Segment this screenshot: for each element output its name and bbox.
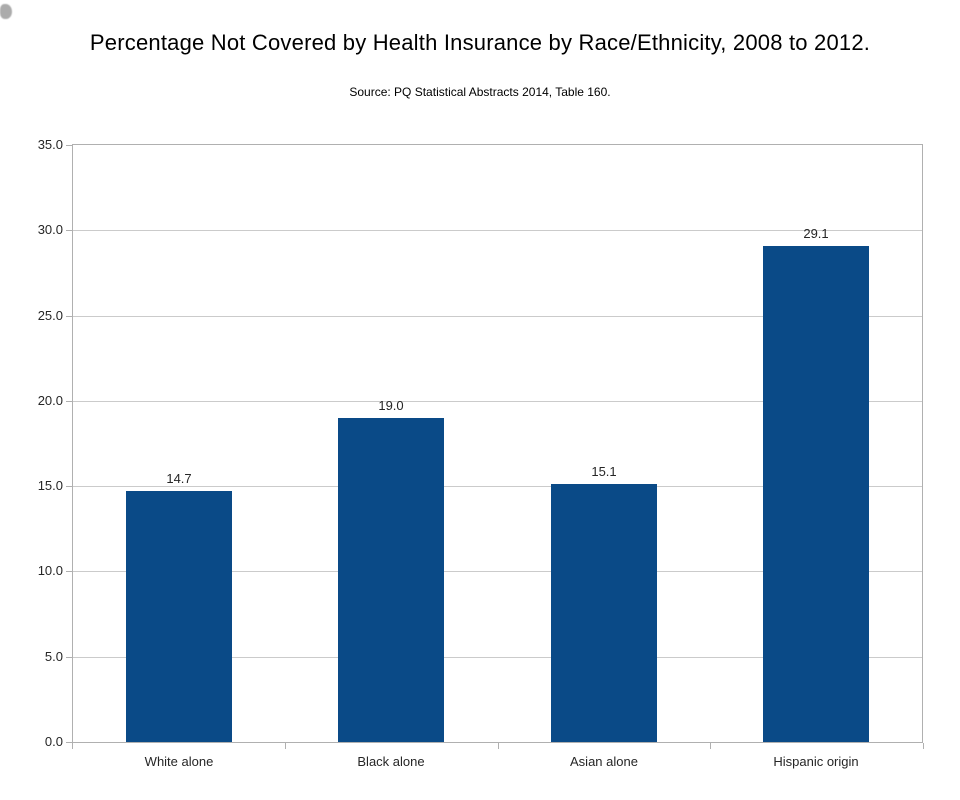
smudge-artifact xyxy=(0,4,12,19)
bar-value-label: 15.1 xyxy=(591,464,617,479)
x-axis-tick xyxy=(923,743,924,749)
y-axis-tick xyxy=(66,145,72,146)
y-axis-tick-label: 35.0 xyxy=(37,137,63,152)
y-axis-tick-label: 15.0 xyxy=(37,478,63,493)
y-axis-tick xyxy=(66,401,72,402)
y-axis-tick-label: 5.0 xyxy=(44,649,63,664)
bar-value-label: 19.0 xyxy=(378,398,404,413)
x-axis-tick xyxy=(710,743,711,749)
y-axis-tick-label: 30.0 xyxy=(37,222,63,237)
y-axis-tick xyxy=(66,742,72,743)
y-axis-tick xyxy=(66,657,72,658)
y-axis-tick xyxy=(66,486,72,487)
y-axis-tick-label: 25.0 xyxy=(37,308,63,323)
y-axis-tick xyxy=(66,571,72,572)
x-axis-tick xyxy=(498,743,499,749)
gridline xyxy=(73,571,922,572)
x-axis-label: Black alone xyxy=(357,754,425,769)
chart-title: Percentage Not Covered by Health Insuran… xyxy=(89,30,871,55)
x-axis-label: Hispanic origin xyxy=(773,754,859,769)
bar-white-alone xyxy=(126,491,232,742)
x-axis-label: White alone xyxy=(144,754,214,769)
gridline xyxy=(73,486,922,487)
bar-hispanic-origin xyxy=(763,246,869,742)
bar-value-label: 29.1 xyxy=(803,226,829,241)
bar-asian-alone xyxy=(551,484,657,742)
x-axis-tick xyxy=(72,743,73,749)
gridline xyxy=(73,230,922,231)
gridline xyxy=(73,316,922,317)
y-axis-tick xyxy=(66,230,72,231)
gridline xyxy=(73,401,922,402)
x-axis-label: Asian alone xyxy=(570,754,638,769)
y-axis-tick xyxy=(66,316,72,317)
bar-value-label: 14.7 xyxy=(166,471,192,486)
gridline xyxy=(73,657,922,658)
chart-subtitle: Source: PQ Statistical Abstracts 2014, T… xyxy=(349,85,611,99)
x-axis-tick xyxy=(285,743,286,749)
y-axis-tick-label: 0.0 xyxy=(44,734,63,749)
plot-area xyxy=(72,144,923,743)
y-axis-tick-label: 20.0 xyxy=(37,393,63,408)
y-axis-tick-label: 10.0 xyxy=(37,563,63,578)
bar-black-alone xyxy=(338,418,444,742)
